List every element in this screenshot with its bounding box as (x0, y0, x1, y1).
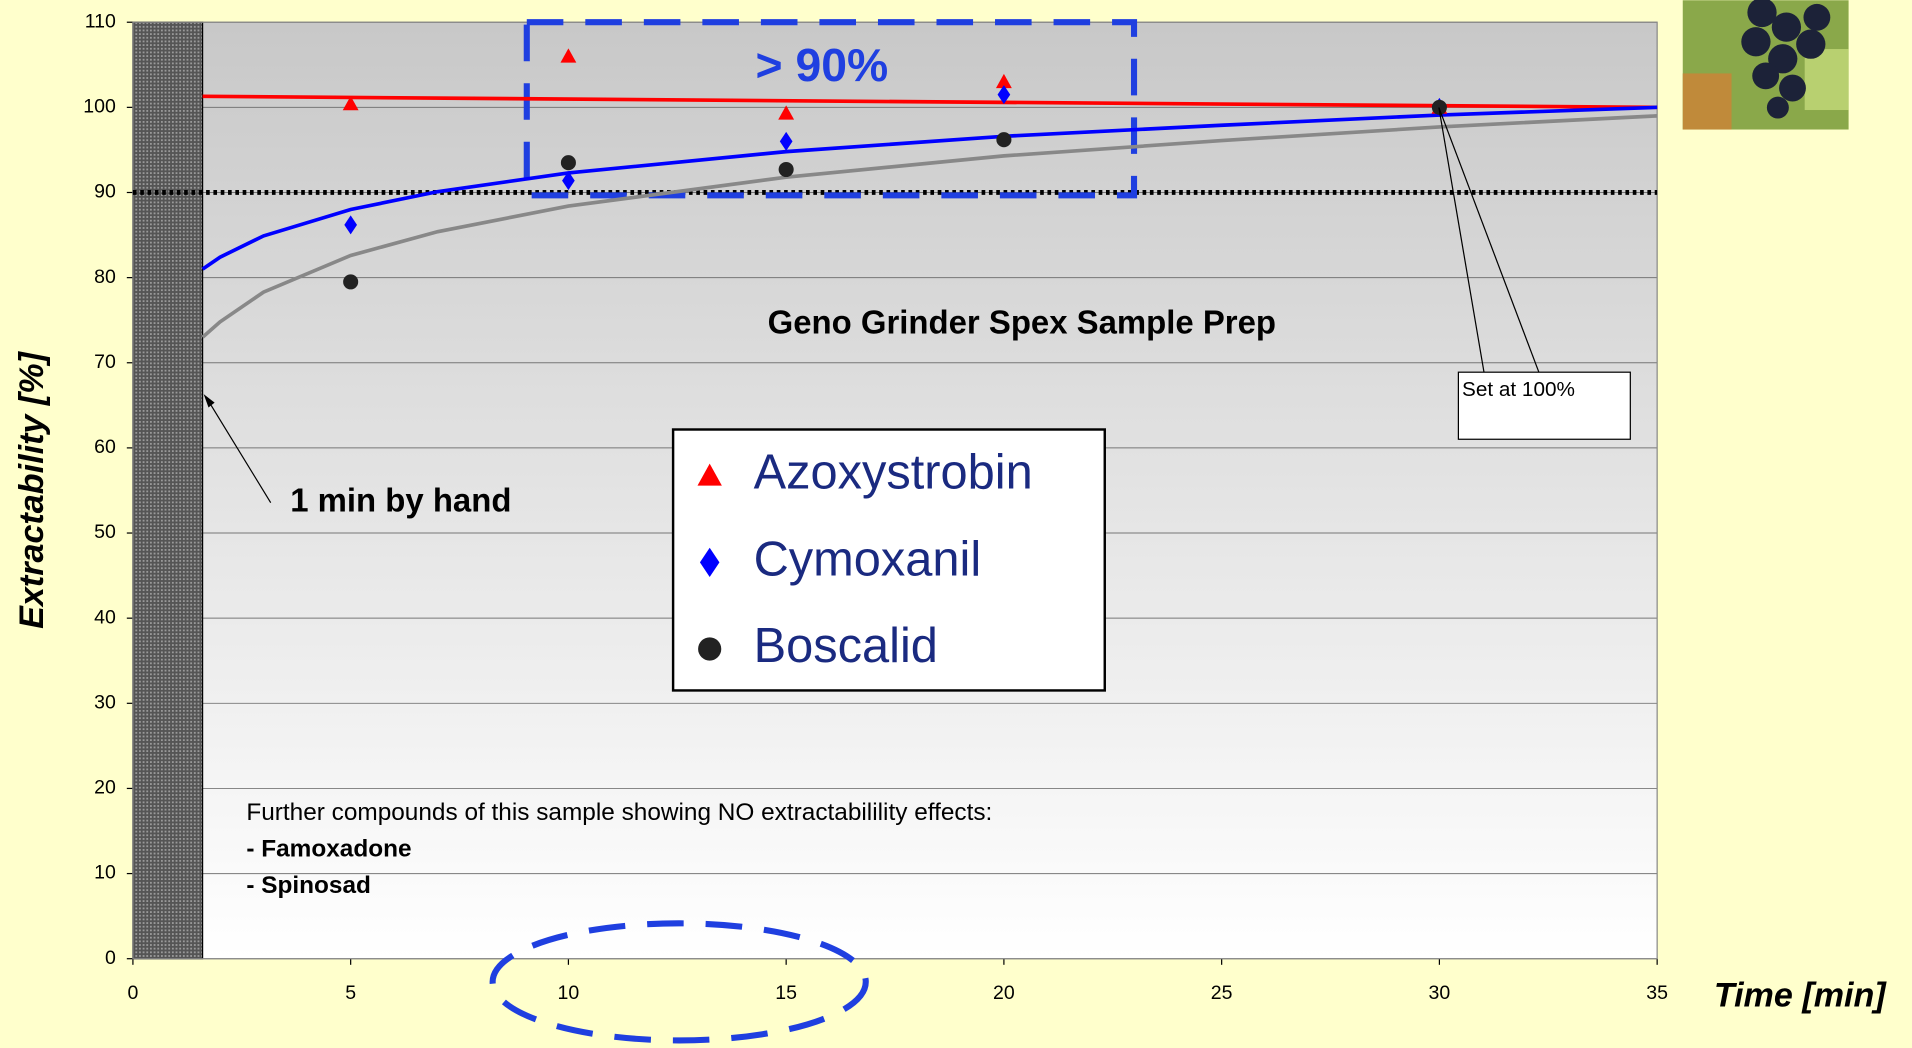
x-tick-label: 15 (775, 982, 797, 1004)
x-tick-label: 10 (558, 982, 580, 1004)
x-tick-label: 5 (345, 982, 356, 1004)
y-tick-label: 10 (94, 862, 116, 884)
marker-circle (343, 274, 359, 290)
compound-label: - Spinosad (246, 872, 371, 899)
marker-triangle (995, 73, 1012, 89)
callout-label: Set at 100% (1462, 378, 1575, 401)
x-tick-label: 0 (127, 982, 138, 1004)
y-tick-label: 40 (94, 606, 116, 628)
note-label: Further compounds of this sample showing… (246, 799, 992, 826)
hand-arrowhead (203, 394, 215, 408)
highlight-ellipse (489, 920, 869, 1044)
marker-circle (560, 155, 576, 171)
highlight-label: > 90% (756, 39, 889, 91)
marker-circle (1431, 99, 1447, 115)
legend-label: Boscalid (754, 619, 938, 673)
marker-diamond (562, 171, 575, 191)
marker-diamond (997, 85, 1011, 105)
y-tick-label: 60 (94, 436, 116, 458)
y-tick-label: 110 (85, 10, 116, 32)
legend-label: Azoxystrobin (754, 446, 1033, 500)
legend-box (671, 428, 1106, 692)
marker-triangle (342, 96, 359, 111)
marker-diamond (344, 215, 358, 235)
y-axis-title: Extractability [%] (13, 350, 51, 629)
x-tick-label: 25 (1211, 982, 1233, 1004)
trendline (202, 94, 1658, 110)
y-tick-label: 20 (94, 777, 116, 799)
trendline (201, 114, 1658, 339)
marker-circle (778, 161, 794, 178)
hand-arrow (206, 398, 272, 503)
x-tick-label: 30 (1429, 982, 1451, 1004)
x-axis-title: Time [min] (1714, 977, 1888, 1015)
y-tick-label: 80 (94, 266, 116, 288)
marker-triangle (778, 105, 795, 120)
photo (1682, 0, 1849, 130)
callout-line (1438, 107, 1540, 373)
highlight-box (523, 19, 1138, 199)
compound-label: - Famoxadone (246, 836, 411, 863)
y-tick-label: 100 (83, 96, 116, 118)
callout-box (1457, 371, 1631, 440)
y-tick-label: 30 (94, 691, 116, 713)
hand-region (132, 21, 204, 960)
legend-label: Cymoxanil (754, 532, 982, 586)
method-label: Geno Grinder Spex Sample Prep (768, 303, 1276, 340)
callout-line (1438, 107, 1485, 373)
x-tick-label: 35 (1646, 982, 1668, 1004)
y-tick-label: 70 (94, 351, 116, 373)
marker-diamond (779, 131, 793, 151)
marker-diamond (699, 547, 720, 578)
y-tick-label: 50 (94, 521, 116, 543)
y-tick-label: 0 (105, 947, 116, 969)
y-tick-label: 90 (94, 181, 116, 203)
marker-triangle (560, 48, 577, 63)
marker-circle (698, 637, 722, 661)
marker-circle (996, 132, 1012, 148)
marker-triangle (697, 463, 722, 486)
x-tick-label: 20 (993, 982, 1015, 1004)
hand-label: 1 min by hand (290, 481, 511, 518)
